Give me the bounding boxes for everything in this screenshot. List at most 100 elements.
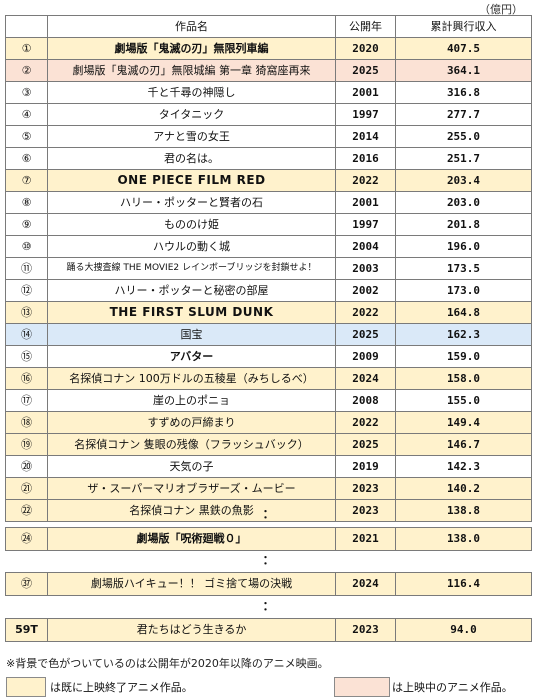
- revenue-cell: 316.8: [395, 81, 532, 104]
- rank-cell: ⑥: [5, 147, 48, 170]
- rank-cell: ⑦: [5, 169, 48, 192]
- title-cell: 劇場版ハイキュー！！ ゴミ捨て場の決戦: [47, 572, 336, 596]
- table-row: ⑰ 崖の上のポニョ 2008 155.0: [5, 389, 532, 412]
- year-cell: 2022: [335, 169, 396, 192]
- rank-cell: ⑪: [5, 257, 48, 280]
- rank-cell: ⑫: [5, 279, 48, 302]
- year-cell: 1997: [335, 103, 396, 126]
- revenue-cell: 196.0: [395, 235, 532, 258]
- table-row: ⑯ 名探偵コナン 100万ドルの五稜星（みちしるべ） 2024 158.0: [5, 367, 532, 390]
- rank-cell: ㉒: [5, 499, 48, 522]
- unit-label: （億円）: [479, 3, 523, 16]
- table-row: ㉔ 劇場版「呪術廻戦０」 2021 138.0: [5, 527, 532, 551]
- table-row: ⑥ 君の名は。 2016 251.7: [5, 147, 532, 170]
- rank-cell: ⑱: [5, 411, 48, 434]
- year-cell: 2023: [335, 499, 396, 522]
- title-cell: 君たちはどう生きるか: [47, 618, 336, 642]
- revenue-cell: 364.1: [395, 59, 532, 82]
- revenue-cell: 94.0: [395, 618, 532, 642]
- year-cell: 2022: [335, 301, 396, 324]
- rank-cell: ⑤: [5, 125, 48, 148]
- revenue-cell: 155.0: [395, 389, 532, 412]
- table-row: ⑮ アバター 2009 159.0: [5, 345, 532, 368]
- year-cell: 2022: [335, 411, 396, 434]
- title-cell: アバター: [47, 345, 336, 368]
- rank-cell: ⑩: [5, 235, 48, 258]
- table-row: ② 劇場版「鬼滅の刃」無限城編 第一章 猗窩座再来 2025 364.1: [5, 59, 532, 82]
- title-cell: 劇場版「鬼滅の刃」無限城編 第一章 猗窩座再来: [47, 59, 336, 82]
- revenue-cell: 142.3: [395, 455, 532, 478]
- year-cell: 2009: [335, 345, 396, 368]
- rank-cell: ⑬: [5, 301, 48, 324]
- table-row: ⑤ アナと雪の女王 2014 255.0: [5, 125, 532, 148]
- color-note: ※背景で色がついているのは公開年が2020年以降のアニメ映画。: [6, 657, 329, 670]
- year-cell: 2001: [335, 81, 396, 104]
- revenue-cell: 407.5: [395, 37, 532, 60]
- revenue-cell: 277.7: [395, 103, 532, 126]
- title-cell: 君の名は。: [47, 147, 336, 170]
- revenue-cell: 138.8: [395, 499, 532, 522]
- rank-cell: ④: [5, 103, 48, 126]
- table-row: ㊲ 劇場版ハイキュー！！ ゴミ捨て場の決戦 2024 116.4: [5, 572, 532, 596]
- table-row: ⑧ ハリー・ポッターと賢者の石 2001 203.0: [5, 191, 532, 214]
- title-cell: 千と千尋の神隠し: [47, 81, 336, 104]
- rank-cell: ③: [5, 81, 48, 104]
- year-cell: 2004: [335, 235, 396, 258]
- revenue-cell: 173.5: [395, 257, 532, 280]
- title-cell: 崖の上のポニョ: [47, 389, 336, 412]
- legend-swatch-showing: [334, 677, 390, 697]
- legend-swatch-ended: [6, 677, 46, 697]
- table-row: ⑲ 名探偵コナン 隻眼の残像（フラッシュバック） 2025 146.7: [5, 433, 532, 456]
- year-cell: 2025: [335, 433, 396, 456]
- table-row: ⑱ すずめの戸締まり 2022 149.4: [5, 411, 532, 434]
- revenue-cell: 201.8: [395, 213, 532, 236]
- year-cell: 2025: [335, 59, 396, 82]
- rank-cell: ⑧: [5, 191, 48, 214]
- table-row: ⑩ ハウルの動く城 2004 196.0: [5, 235, 532, 258]
- title-cell: ハウルの動く城: [47, 235, 336, 258]
- title-header: 作品名: [47, 15, 336, 38]
- title-cell: 劇場版「鬼滅の刃」無限列車編: [47, 37, 336, 60]
- table-row: ⑳ 天気の子 2019 142.3: [5, 455, 532, 478]
- table-row: ④ タイタニック 1997 277.7: [5, 103, 532, 126]
- revenue-cell: 203.0: [395, 191, 532, 214]
- ellipsis-2: ：: [262, 553, 275, 567]
- title-cell: ハリー・ポッターと秘密の部屋: [47, 279, 336, 302]
- year-cell: 2025: [335, 323, 396, 346]
- ellipsis-3: ：: [262, 599, 275, 613]
- revenue-cell: 116.4: [395, 572, 532, 596]
- title-cell: ザ・スーパーマリオブラザーズ・ムービー: [47, 477, 336, 500]
- year-cell: 2023: [335, 477, 396, 500]
- year-cell: 2024: [335, 572, 396, 596]
- rank-cell: ⑳: [5, 455, 48, 478]
- revenue-cell: 146.7: [395, 433, 532, 456]
- box-office-ranking-table: 作品名 公開年 累計興行収入 ① 劇場版「鬼滅の刃」無限列車編 2020 407.5 ②…: [5, 15, 532, 522]
- revenue-cell: 162.3: [395, 323, 532, 346]
- title-cell: ハリー・ポッターと賢者の石: [47, 191, 336, 214]
- title-cell: ONE PIECE FILM RED: [47, 169, 336, 192]
- table-row: ⑭ 国宝 2025 162.3: [5, 323, 532, 346]
- year-cell: 2014: [335, 125, 396, 148]
- title-cell: 名探偵コナン 隻眼の残像（フラッシュバック）: [47, 433, 336, 456]
- title-cell: もののけ姫: [47, 213, 336, 236]
- revenue-cell: 164.8: [395, 301, 532, 324]
- table-row: ⑬ THE FIRST SLUM DUNK 2022 164.8: [5, 301, 532, 324]
- title-cell: 劇場版「呪術廻戦０」: [47, 527, 336, 551]
- revenue-cell: 159.0: [395, 345, 532, 368]
- revenue-cell: 149.4: [395, 411, 532, 434]
- title-cell: 国宝: [47, 323, 336, 346]
- table-row: ⑦ ONE PIECE FILM RED 2022 203.4: [5, 169, 532, 192]
- ellipsis-1: ：: [262, 507, 275, 521]
- rank-cell: ⑭: [5, 323, 48, 346]
- legend-label-ended: は既に上映終了アニメ作品。: [50, 681, 193, 694]
- rank-cell: ⑲: [5, 433, 48, 456]
- extra-row-table-37: ㊲ 劇場版ハイキュー！！ ゴミ捨て場の決戦 2024 116.4: [5, 572, 532, 596]
- revenue-cell: 251.7: [395, 147, 532, 170]
- revenue-cell: 138.0: [395, 527, 532, 551]
- year-cell: 2016: [335, 147, 396, 170]
- rank-cell: ①: [5, 37, 48, 60]
- extra-row-table-24: ㉔ 劇場版「呪術廻戦０」 2021 138.0: [5, 527, 532, 551]
- extra-row-table-59t: 59T 君たちはどう生きるか 2023 94.0: [5, 618, 532, 642]
- year-cell: 2023: [335, 618, 396, 642]
